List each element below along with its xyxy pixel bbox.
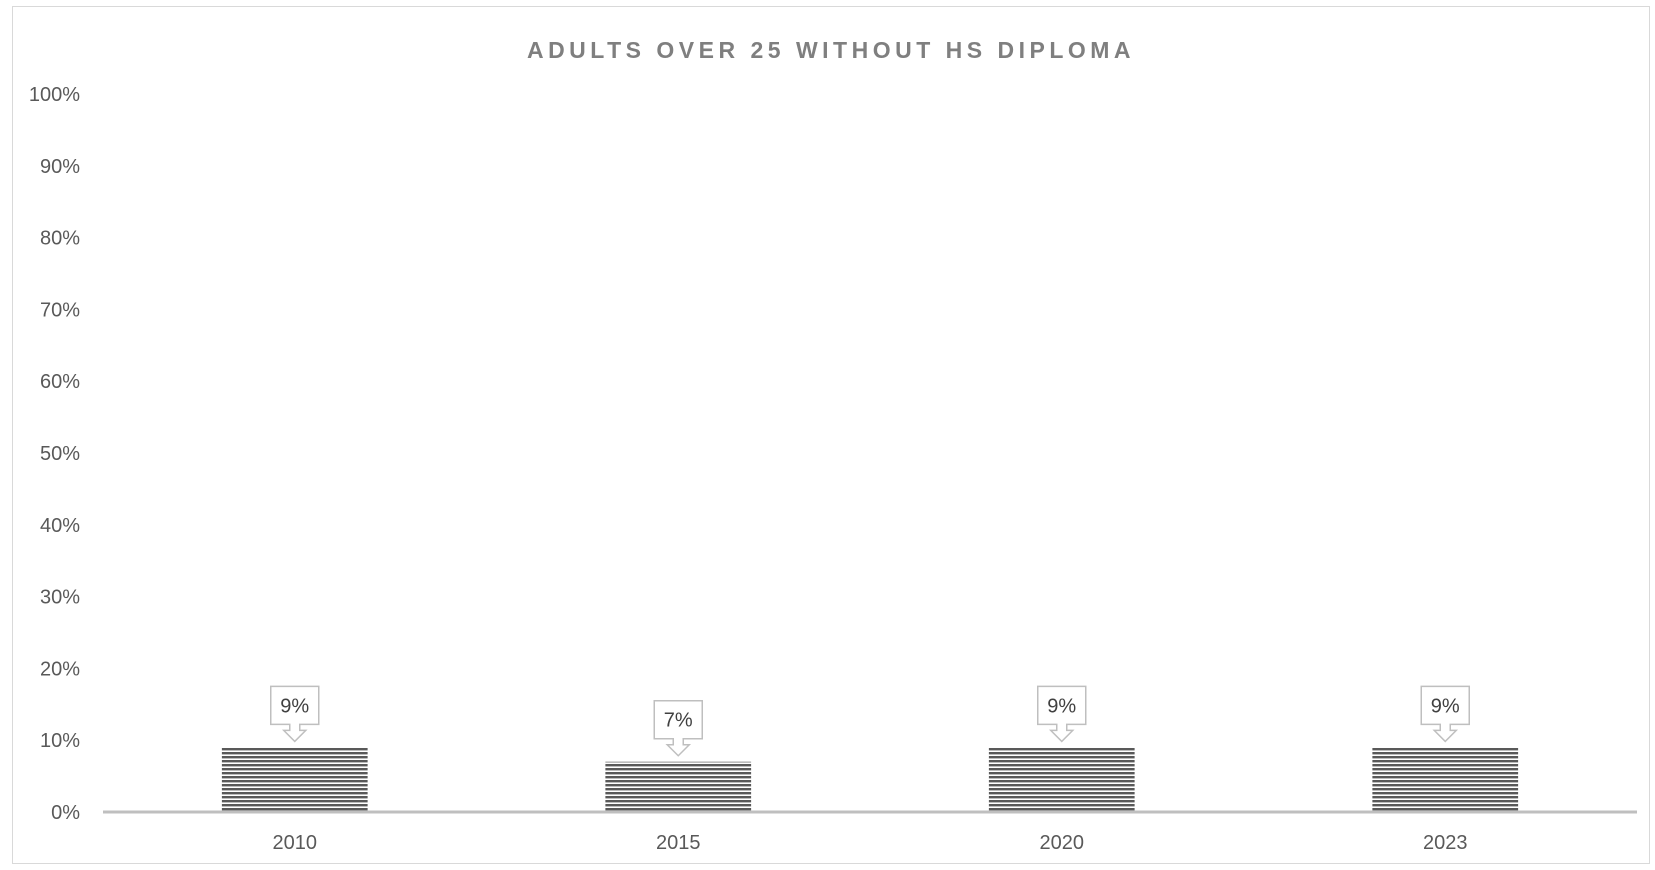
data-labels: 9% 7% 9% 9%	[270, 685, 1470, 757]
data-label: 9%	[1047, 695, 1076, 717]
data-label: 9%	[1431, 695, 1460, 717]
x-axis-labels: 2010 2015 2020 2023	[273, 832, 1468, 854]
y-tick-label: 70%	[40, 299, 80, 321]
bar	[221, 747, 368, 812]
data-label: 7%	[664, 710, 693, 732]
data-label: 9%	[280, 695, 309, 717]
y-tick-label: 80%	[40, 228, 80, 250]
y-tick-label: 0%	[51, 802, 80, 824]
data-label-callout	[270, 685, 320, 743]
y-tick-label: 90%	[40, 156, 80, 178]
x-tick-label: 2010	[273, 832, 318, 854]
x-tick-label: 2015	[656, 832, 701, 854]
bars	[221, 747, 1519, 812]
y-tick-label: 100%	[29, 84, 80, 106]
data-label-callout	[1420, 685, 1470, 743]
bar	[1372, 747, 1519, 812]
y-tick-label: 60%	[40, 371, 80, 393]
y-tick-label: 40%	[40, 515, 80, 537]
x-tick-label: 2020	[1040, 832, 1085, 854]
chart-title: ADULTS OVER 25 WITHOUT HS DIPLOMA	[526, 37, 1136, 63]
data-label-callout	[1037, 685, 1087, 743]
data-label-callout	[653, 699, 703, 757]
y-axis-ticks: 0% 10% 20% 30% 40% 50% 60% 70% 80% 90% 100%	[29, 84, 80, 824]
y-tick-label: 10%	[40, 730, 80, 752]
y-tick-label: 50%	[40, 443, 80, 465]
y-tick-label: 30%	[40, 587, 80, 609]
y-tick-label: 20%	[40, 658, 80, 680]
bar	[988, 747, 1135, 812]
x-tick-label: 2023	[1423, 832, 1468, 854]
bar	[605, 761, 752, 812]
